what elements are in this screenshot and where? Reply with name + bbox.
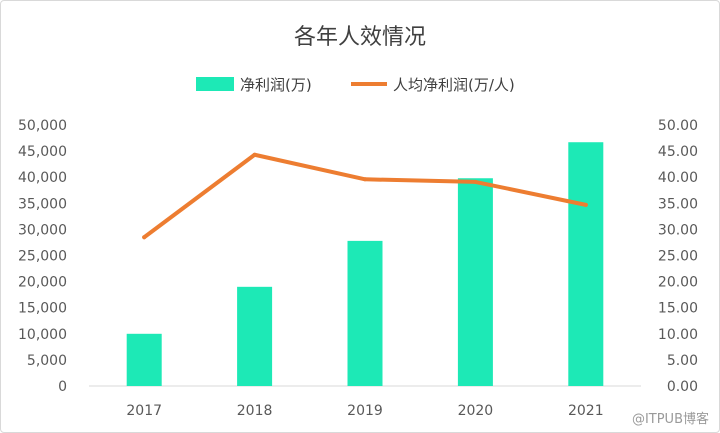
bar-2017: [126, 333, 162, 386]
legend: 净利润(万) 人均净利润(万/人): [196, 76, 515, 94]
y-right-tick-label: 30.00: [658, 222, 698, 238]
line-point-2018: [252, 152, 257, 157]
x-axis: 2017 2018 2019 2020 2021: [126, 403, 603, 419]
line-point-2021: [583, 202, 588, 207]
y-right-tick-label: 40.00: [658, 170, 698, 186]
y-right-tick-label: 10.00: [658, 327, 698, 343]
y-left-tick-label: 45,000: [18, 144, 67, 160]
legend-label-line: 人均净利润(万/人): [393, 76, 515, 94]
watermark: @ITPUB博客: [632, 411, 709, 427]
legend-swatch-bar: [196, 77, 234, 91]
y-right-tick-label: 35.00: [658, 196, 698, 212]
chart-title: 各年人效情况: [294, 25, 426, 50]
y-right-tick-label: 15.00: [658, 301, 698, 317]
legend-label-bar: 净利润(万): [240, 76, 312, 94]
bar-2021: [568, 142, 604, 386]
y-left-tick-label: 0: [58, 379, 67, 395]
y-left-tick-label: 15,000: [18, 301, 67, 317]
y-right-tick-label: 5.00: [667, 353, 698, 369]
y-right-tick-label: 50.00: [658, 118, 698, 134]
y-left-tick-label: 20,000: [18, 275, 67, 291]
y-left-tick-label: 25,000: [18, 249, 67, 265]
y-left-tick-label: 50,000: [18, 118, 67, 134]
line-path: [142, 152, 588, 240]
y-left-tick-label: 35,000: [18, 196, 67, 212]
bar-2019: [347, 240, 383, 386]
line-point-2019: [363, 177, 367, 182]
bar-2020: [457, 178, 493, 386]
y-right-tick-label: 25.00: [658, 249, 698, 265]
x-tick-label: 2021: [568, 403, 604, 419]
y-right-tick-label: 20.00: [658, 275, 698, 291]
bar-series: [126, 142, 604, 386]
line-point-2017: [142, 235, 147, 240]
y-left-tick-label: 40,000: [18, 170, 67, 186]
line-point-2020: [473, 179, 478, 184]
x-tick-label: 2018: [237, 403, 273, 419]
x-tick-label: 2019: [347, 403, 383, 419]
right-axis: 0.00 5.00 10.00 15.00 20.00 25.00 30.00 35.00 40…: [658, 118, 698, 395]
line-series: [142, 152, 588, 240]
y-left-tick-label: 10,000: [18, 327, 67, 343]
y-right-tick-label: 0.00: [667, 379, 698, 395]
y-left-tick-label: 30,000: [18, 222, 67, 238]
y-right-tick-label: 45.00: [658, 144, 698, 160]
bar-2018: [237, 286, 273, 386]
x-tick-label: 2020: [458, 403, 494, 419]
left-axis: 0 5,000 10,000 15,000 20,000 25,000 30,000 35,0…: [18, 118, 67, 395]
y-left-tick-label: 5,000: [27, 353, 67, 369]
x-tick-label: 2017: [126, 403, 162, 419]
